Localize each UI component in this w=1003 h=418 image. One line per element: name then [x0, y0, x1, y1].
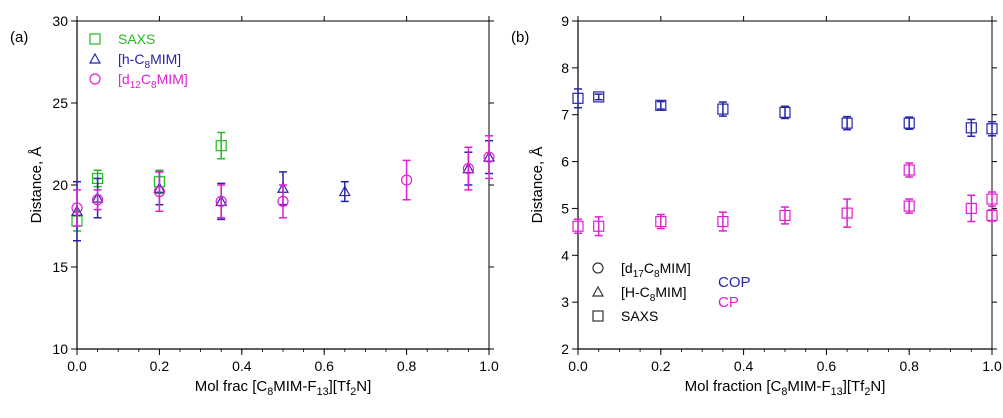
- data-point-d: [462, 163, 474, 175]
- panel-label: (a): [10, 29, 28, 46]
- data-point-cop: [593, 91, 605, 103]
- data-point-d: [91, 194, 104, 206]
- x-axis-label: Mol frac [C8MIM-F13][Tf2N]: [195, 378, 372, 398]
- data-point-d: [153, 185, 165, 198]
- y-tick-label: 7: [561, 107, 569, 123]
- panel-label: (b): [511, 29, 529, 46]
- data-point-cp: [779, 209, 791, 222]
- legend-label: [H-C8MIM]: [621, 284, 687, 304]
- y-tick-label: 2: [561, 341, 569, 357]
- x-tick-label: 0.2: [150, 358, 170, 374]
- data-point-d: [71, 202, 83, 214]
- legend: SAXS [h-C8MIM][d12C8MIM]: [88, 31, 188, 91]
- data-point-cp: [965, 202, 977, 215]
- legend-marker: [592, 310, 604, 322]
- x-tick-label: 0.6: [817, 358, 837, 374]
- x-tick-label: 1.0: [479, 358, 499, 374]
- legend-label: [h-C8MIM]: [118, 51, 181, 71]
- data-point-d: [483, 151, 495, 163]
- x-tick-label: 0.6: [314, 358, 334, 374]
- y-tick-label: 20: [52, 177, 68, 193]
- y-axis-label: Distance, Å: [28, 147, 45, 224]
- data-point-cop: [965, 122, 977, 134]
- x-tick-label: 0.2: [651, 358, 671, 374]
- x-tick-label: 0.4: [232, 358, 252, 374]
- data-point-cop: [779, 106, 791, 118]
- y-tick-label: 6: [561, 154, 569, 170]
- data-point-cp: [655, 215, 667, 228]
- data-point-h: [338, 185, 351, 197]
- data-point-cop: [655, 99, 667, 111]
- legend-marker: [592, 262, 604, 274]
- y-tick-label: 8: [561, 60, 569, 76]
- data-point-cp: [903, 164, 915, 176]
- data-point-cop: [841, 117, 853, 129]
- x-tick-label: 1.0: [982, 358, 1002, 374]
- legend-marker: [89, 73, 101, 85]
- data-point-saxs: [215, 140, 227, 152]
- data-point-cp: [903, 200, 915, 212]
- x-tick-label: 0.4: [734, 358, 754, 374]
- y-tick-label: 3: [561, 294, 569, 310]
- legend-marker: [88, 52, 102, 64]
- data-point-cop: [717, 103, 729, 115]
- legend-label: [d17C8MIM]: [621, 260, 691, 280]
- y-tick-label: 30: [52, 13, 68, 29]
- legend-marker: [591, 285, 605, 297]
- x-tick-label: 0.8: [899, 358, 919, 374]
- panel-a: 0.0 0.2 0.4 0.6 0.8 1.0 10 15 20 25 30 Mol frac [C8…: [10, 13, 499, 398]
- data-point-cp: [572, 220, 584, 232]
- series-d: [71, 135, 495, 227]
- data-point-cop: [903, 117, 915, 129]
- data-point-cp: [841, 207, 853, 219]
- data-point-d: [215, 195, 227, 207]
- x-tick-label: 0.0: [568, 358, 588, 374]
- legend-color-label: COP: [718, 274, 751, 291]
- data-point-cop: [986, 123, 998, 135]
- y-tick-label: 4: [561, 247, 569, 263]
- series-cop: [572, 88, 998, 138]
- x-tick-label: 0.8: [397, 358, 417, 374]
- data-point-cp: [717, 215, 729, 228]
- y-tick-label: 5: [561, 200, 569, 216]
- legend-label: SAXS: [118, 31, 155, 47]
- data-point-cop: [572, 92, 584, 104]
- legend-label: SAXS: [621, 308, 658, 324]
- data-point-d: [277, 195, 289, 207]
- y-tick-label: 15: [52, 259, 68, 275]
- data-point-cp: [986, 193, 998, 205]
- x-tick-label: 0.0: [67, 358, 87, 374]
- panel-b: 0.0 0.2 0.4 0.6 0.8 1.0 2 3 4 5 6 7 8 9 Mol fraction […: [511, 13, 1002, 398]
- y-tick-label: 9: [561, 13, 569, 29]
- data-point-cp: [593, 220, 605, 232]
- legend: [d17C8MIM] [H-C8MIM] SAXS COP CP: [591, 260, 751, 324]
- series-saxs: [71, 131, 227, 232]
- data-point-cp: [986, 209, 998, 222]
- y-tick-label: 25: [52, 95, 68, 111]
- legend-color-label: CP: [718, 294, 739, 311]
- legend-marker: [89, 33, 101, 45]
- legend-label: [d12C8MIM]: [118, 71, 188, 91]
- series-cp: [572, 162, 998, 237]
- x-axis-label: Mol fraction [C8MIM-F13][Tf2N]: [685, 378, 886, 398]
- data-point-d: [401, 174, 413, 186]
- y-tick-label: 10: [52, 341, 68, 357]
- y-axis-label: Distance, Å: [529, 147, 546, 224]
